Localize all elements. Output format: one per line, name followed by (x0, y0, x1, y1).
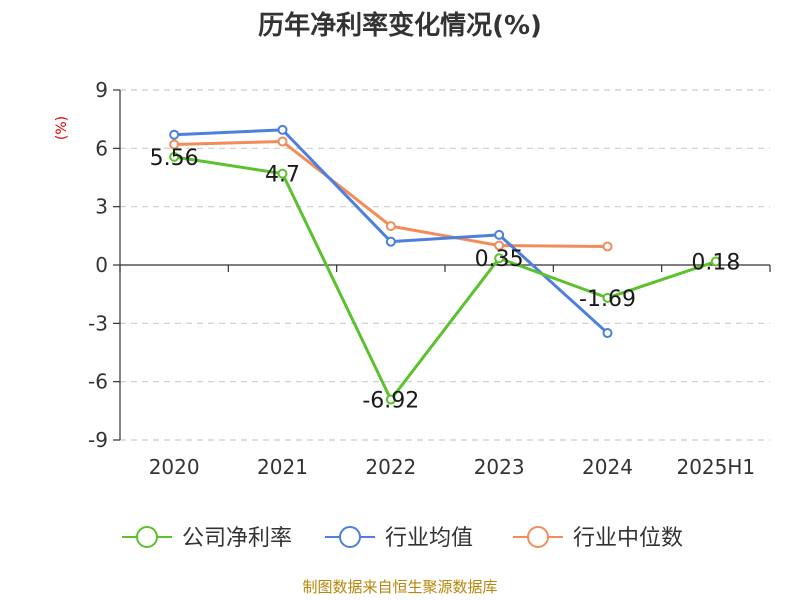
data-point (277, 136, 288, 147)
data-label: 0.18 (691, 251, 740, 276)
data-point (169, 129, 180, 140)
data-point (277, 168, 288, 179)
data-point (602, 292, 613, 303)
data-label: -1.69 (579, 287, 636, 312)
series-line (174, 128, 609, 335)
data-point (602, 328, 613, 339)
y-tick-label: -9 (88, 428, 108, 452)
chart-title: 历年净利率变化情况(%) (258, 10, 542, 41)
data-point (169, 151, 180, 162)
legend-label: 行业中位数 (573, 526, 683, 551)
x-tick-label: 2022 (365, 455, 416, 479)
data-point (710, 256, 721, 267)
data-label: 5.56 (150, 146, 199, 171)
legend-marker (136, 526, 158, 548)
data-point (602, 241, 613, 252)
y-tick-label: 0 (95, 253, 108, 277)
data-point (494, 253, 505, 264)
data-point (277, 124, 288, 135)
data-label: 4.7 (265, 163, 300, 188)
data-label: -6.92 (362, 389, 419, 414)
x-tick-label: 2025H1 (676, 455, 755, 479)
data-point (494, 229, 505, 240)
y-tick-label: -3 (88, 311, 108, 335)
data-label: 0.35 (475, 247, 524, 272)
y-tick-label: -6 (88, 370, 108, 394)
x-tick-label: 2023 (474, 455, 525, 479)
data-point (494, 240, 505, 251)
axes: 9 6 3 0 -3 -6 -9 2020 2021 2022 2023 2024 2025H1 (88, 78, 771, 479)
x-tick-label: 2021 (257, 455, 308, 479)
legend-label: 公司净利率 (182, 526, 292, 551)
legend-marker (527, 526, 549, 548)
source-note: 制图数据来自恒生聚源数据库 (302, 578, 497, 596)
y-tick-label: 3 (95, 195, 108, 219)
legend-label: 行业均值 (385, 526, 473, 551)
y-tick-label: 9 (95, 78, 108, 102)
legend: 公司净利率 行业均值 行业中位数 (122, 526, 683, 551)
data-point (385, 221, 396, 232)
series-lines (169, 124, 721, 405)
data-point (385, 236, 396, 247)
data-labels: 5.56 4.7 -6.92 0.35 -1.69 0.18 (150, 146, 741, 414)
data-point (169, 139, 180, 150)
data-point (385, 394, 396, 405)
y-tick-label: 6 (95, 136, 108, 160)
legend-marker (339, 526, 361, 548)
y-axis-unit: (%) (54, 116, 70, 140)
x-tick-label: 2020 (149, 455, 200, 479)
x-tick-label: 2024 (582, 455, 633, 479)
series-line (173, 155, 717, 402)
grid (120, 89, 770, 441)
